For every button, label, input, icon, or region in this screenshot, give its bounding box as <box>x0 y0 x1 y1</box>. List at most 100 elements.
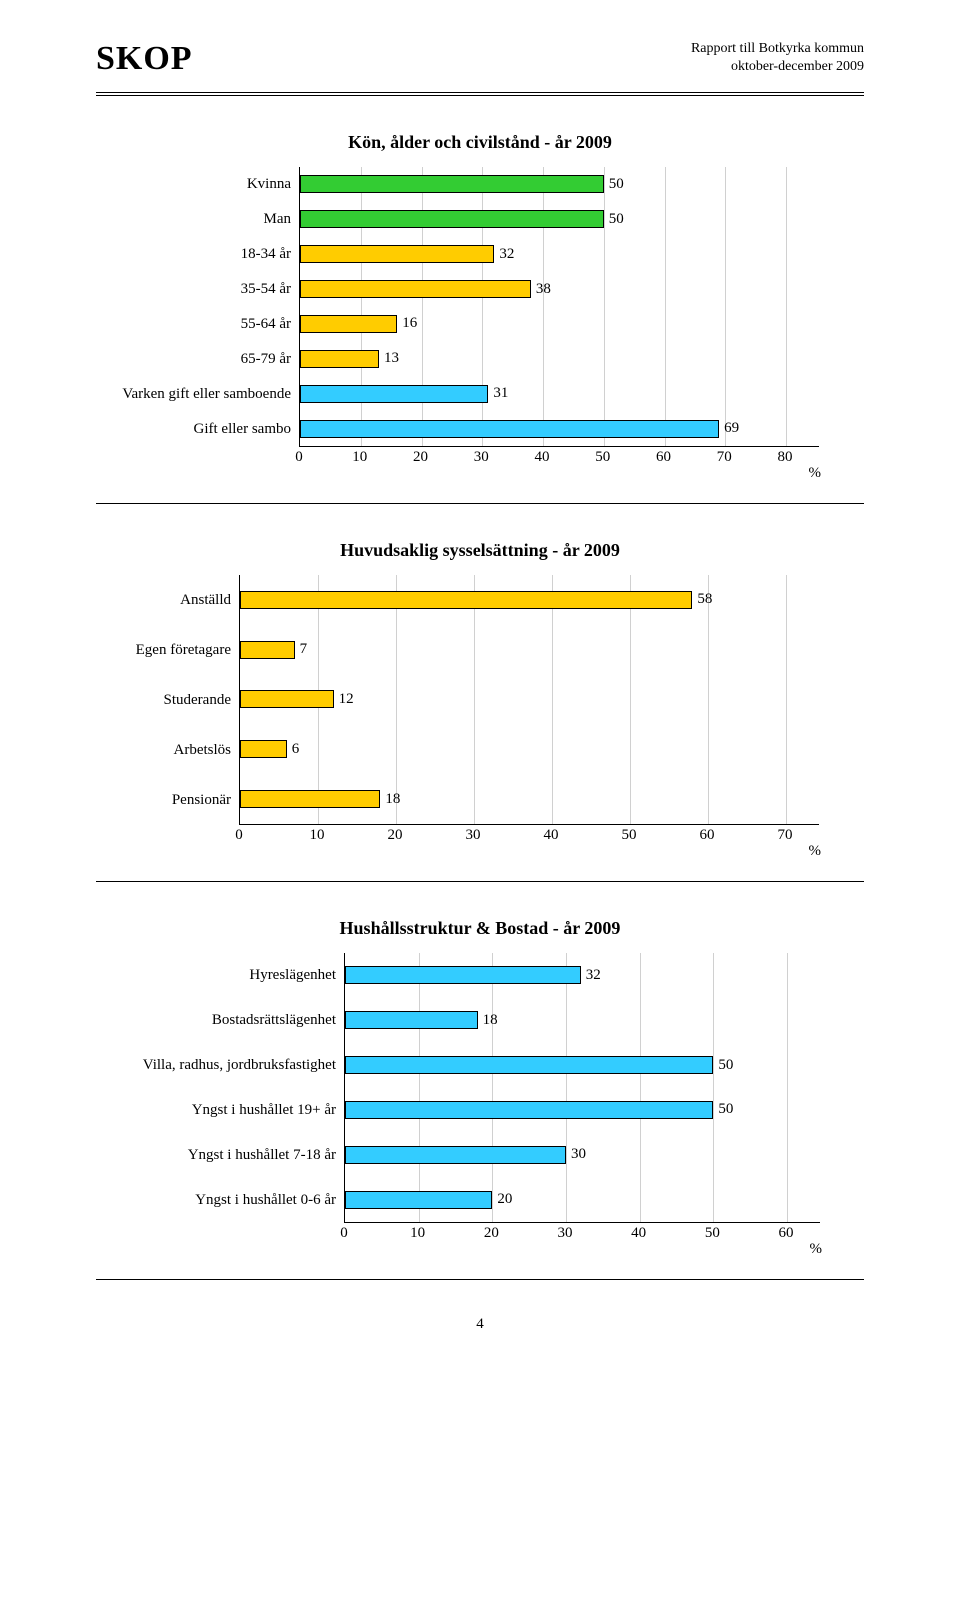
category-label: Pensionär <box>96 775 231 825</box>
bar: 31 <box>300 385 488 403</box>
plot-area: 5050323816133169 <box>299 167 819 447</box>
chart-title: Huvudsaklig sysselsättning - år 2009 <box>96 540 864 561</box>
bar-slot: 18 <box>345 998 820 1043</box>
logo: SKOP <box>96 40 193 78</box>
bars: 32 18 50 50 30 20 <box>345 953 820 1222</box>
bar: 50 <box>300 210 604 228</box>
bar: 18 <box>240 790 380 808</box>
bar-value: 69 <box>724 420 739 437</box>
bars: 5050323816133169 <box>300 167 819 446</box>
bar-value: 31 <box>493 385 508 402</box>
chart-block: Huvudsaklig sysselsättning - år 2009 Anst… <box>96 540 864 853</box>
x-axis: 01020304050607080% <box>299 447 819 475</box>
bar: 30 <box>345 1146 566 1164</box>
percent-label: % <box>810 1241 823 1258</box>
chart-area: HyreslägenhetBostadsrättslägenhetVilla, … <box>96 953 864 1251</box>
bar-value: 30 <box>571 1146 586 1163</box>
category-labels: HyreslägenhetBostadsrättslägenhetVilla, … <box>96 953 344 1223</box>
x-tick: 40 <box>544 827 559 844</box>
category-label: 65-79 år <box>96 342 291 377</box>
x-axis: 010203040506070% <box>239 825 819 853</box>
x-tick: 50 <box>705 1225 720 1242</box>
category-label: Arbetslös <box>96 725 231 775</box>
plot-area: 58 7 12 6 18 <box>239 575 819 825</box>
chart-area: AnställdEgen företagareStuderandeArbetsl… <box>96 575 864 853</box>
bar-value: 6 <box>292 741 300 758</box>
chart-block: Hushållsstruktur & Bostad - år 2009Hyres… <box>96 918 864 1251</box>
bar-value: 13 <box>384 350 399 367</box>
x-tick: 70 <box>778 827 793 844</box>
x-tick: 30 <box>466 827 481 844</box>
chart-title: Kön, ålder och civilstånd - år 2009 <box>96 132 864 153</box>
x-tick: 30 <box>474 449 489 466</box>
section-rule <box>96 503 864 504</box>
category-label: 18-34 år <box>96 237 291 272</box>
category-label: Varken gift eller samboende <box>96 377 291 412</box>
category-label: Egen företagare <box>96 625 231 675</box>
percent-label: % <box>809 465 822 482</box>
bar: 6 <box>240 740 287 758</box>
x-tick: 70 <box>717 449 732 466</box>
category-label: Bostadsrättslägenhet <box>96 998 336 1043</box>
bar: 16 <box>300 315 397 333</box>
bar: 32 <box>300 245 494 263</box>
report-line-1: Rapport till Botkyrka kommun <box>691 40 864 58</box>
charts-container: Kön, ålder och civilstånd - år 2009 Kvinn… <box>96 132 864 1280</box>
section-rule <box>96 1279 864 1280</box>
x-tick: 50 <box>595 449 610 466</box>
bars: 58 7 12 6 18 <box>240 575 819 824</box>
percent-label: % <box>809 843 822 860</box>
bar-value: 58 <box>697 591 712 608</box>
report-line-2: oktober-december 2009 <box>691 58 864 76</box>
bar: 50 <box>345 1056 713 1074</box>
bar-slot: 30 <box>345 1132 820 1177</box>
chart-area: KvinnaMan18-34 år35-54 år55-64 år65-79 å… <box>96 167 864 475</box>
bar-value: 50 <box>718 1057 733 1074</box>
bar-slot: 50 <box>345 1087 820 1132</box>
category-label: Yngst i hushållet 7-18 år <box>96 1133 336 1178</box>
x-tick: 10 <box>310 827 325 844</box>
bar-value: 18 <box>385 791 400 808</box>
category-label: Yngst i hushållet 0-6 år <box>96 1178 336 1223</box>
x-tick: 20 <box>413 449 428 466</box>
chart-block: Kön, ålder och civilstånd - år 2009 Kvinn… <box>96 132 864 475</box>
bar: 7 <box>240 641 295 659</box>
x-tick: 10 <box>410 1225 425 1242</box>
section-rule <box>96 881 864 882</box>
x-tick: 80 <box>778 449 793 466</box>
page-number: 4 <box>96 1316 864 1333</box>
x-axis: 0102030405060% <box>344 1223 820 1251</box>
x-tick: 30 <box>558 1225 573 1242</box>
bar-slot: 12 <box>240 675 819 725</box>
bar-slot: 50 <box>300 167 819 202</box>
bar-slot: 20 <box>345 1177 820 1222</box>
plot-column: 58712618010203040506070% <box>239 575 864 853</box>
bar: 50 <box>300 175 604 193</box>
bar: 18 <box>345 1011 478 1029</box>
plot-area: 32 18 50 50 30 20 <box>344 953 820 1223</box>
bar-value: 32 <box>499 246 514 263</box>
bar-slot: 50 <box>345 1043 820 1088</box>
bar: 13 <box>300 350 379 368</box>
bar-slot: 7 <box>240 625 819 675</box>
bar-slot: 69 <box>300 411 819 446</box>
x-tick: 10 <box>352 449 367 466</box>
bar: 50 <box>345 1101 713 1119</box>
x-tick: 20 <box>388 827 403 844</box>
x-tick: 40 <box>631 1225 646 1242</box>
header-rules <box>96 92 864 96</box>
category-label: Gift eller sambo <box>96 412 291 447</box>
x-tick: 0 <box>340 1225 348 1242</box>
x-tick: 40 <box>535 449 550 466</box>
x-tick: 0 <box>295 449 303 466</box>
category-label: Anställd <box>96 575 231 625</box>
bar-slot: 32 <box>300 237 819 272</box>
bar-slot: 16 <box>300 307 819 342</box>
bar: 32 <box>345 966 581 984</box>
bar: 69 <box>300 420 719 438</box>
bar: 12 <box>240 690 334 708</box>
plot-column: 3218505030200102030405060% <box>344 953 864 1251</box>
report-meta: Rapport till Botkyrka kommun oktober-dec… <box>691 40 864 75</box>
bar-slot: 18 <box>240 774 819 824</box>
category-label: Villa, radhus, jordbruksfastighet <box>96 1043 336 1088</box>
